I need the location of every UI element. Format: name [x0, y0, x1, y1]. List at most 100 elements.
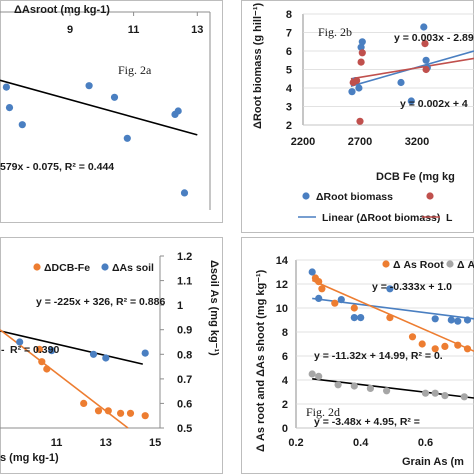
- panel-d-y-label: Δ As root and ΔAs shoot (mg kg⁻¹): [255, 269, 267, 452]
- p2-trendline-1: [350, 57, 474, 80]
- p3-s0-point-2: [89, 350, 98, 358]
- p4-s0-point-10: [454, 341, 462, 349]
- p1-s0-point-7: [174, 107, 182, 115]
- panel-b-equation-2: y = 0.002x + 4: [400, 98, 468, 110]
- p3-s1-point-4: [94, 407, 103, 415]
- panel-b-y-tick-0: 2: [286, 120, 292, 132]
- panel-a-x-tick-0: 9: [67, 24, 73, 36]
- p3-s1-point-7: [126, 409, 135, 417]
- panel-d-fig-label: Fig. 2d: [306, 405, 340, 419]
- panel-d-y-tick-3: 6: [282, 351, 288, 363]
- p4-s1-point-9: [463, 316, 472, 324]
- p4-s1-point-8: [454, 317, 462, 325]
- panel-d-x-tick-1: 0.4: [353, 437, 369, 449]
- panel-d-y-tick-7: 14: [276, 255, 289, 267]
- p4-s0-point-7: [418, 340, 426, 348]
- panel-a-equation: 579x - 0.075, R² = 0.444: [0, 161, 114, 173]
- panel-b-y-tick-1: 3: [286, 102, 292, 114]
- panel-c-y-tick-0: 0.5: [177, 423, 192, 435]
- p2-s1-point-3: [357, 58, 365, 66]
- panel-c-x-tick-2: 15: [149, 437, 161, 449]
- panel-c-y-tick-3: 0.8: [177, 349, 192, 361]
- p3-s1-point-8: [141, 412, 149, 420]
- p2-s1-point-6: [422, 65, 430, 74]
- p2-s0-point-6: [407, 97, 415, 105]
- panel-d-equation-3: y = -3.48x + 4.95, R² =: [314, 416, 420, 428]
- panel-d-equation-2: y = -11.32x + 14.99, R² = 0.: [314, 350, 443, 362]
- panel-c-legend-marker-1: [101, 263, 109, 271]
- panel-a-x-tick-2: 13: [191, 24, 203, 36]
- p3-s0-point-1: [48, 347, 56, 355]
- panel-c-y-tick-1: 0.6: [177, 398, 192, 410]
- p1-s0-point-1: [5, 104, 14, 112]
- p4-s0-point-1: [315, 278, 323, 286]
- p4-s2-point-3: [350, 382, 358, 390]
- p2-s0-point-5: [397, 78, 405, 87]
- panel-c-x-tick-0: 11: [51, 437, 63, 449]
- panel-b-x-label: DCB Fe (mg kg: [376, 171, 455, 183]
- p4-s0-point-2: [318, 285, 326, 293]
- p3-s1-point-3: [80, 399, 88, 407]
- p4-s1-point-0: [308, 268, 316, 276]
- panel-d-legend: Δ As Root Δ As: [382, 259, 474, 271]
- p4-s2-point-8: [441, 392, 449, 400]
- panel-b-x-tick-2: 3200: [405, 136, 429, 148]
- p3-s1-point-6: [117, 409, 125, 417]
- panel-d-y-tick-2: 4: [282, 375, 289, 387]
- panel-b-legend-marker-1: [426, 192, 434, 200]
- p4-s0-point-5: [386, 314, 394, 322]
- panel-d-y-tick-1: 2: [282, 399, 288, 411]
- panel-a-x-label: ΔAsroot (mg kg-1): [14, 4, 110, 16]
- p4-s1-point-3: [350, 314, 358, 322]
- panel-b-y-tick-2: 4: [286, 83, 293, 95]
- panel-a-x-tick-1: 11: [128, 24, 140, 36]
- panel-b-legend-label-2: Linear (ΔRoot biomass): [322, 212, 440, 224]
- p1-s0-point-2: [18, 121, 26, 129]
- p3-s0-point-4: [141, 349, 149, 357]
- panel-b-y-label: ΔRoot biomass (g hill⁻¹): [252, 3, 264, 129]
- panel-c-y-tick-7: 1.2: [177, 251, 192, 263]
- p4-s0-point-8: [431, 345, 439, 353]
- panel-d-x-tick-2: 0.6: [418, 437, 433, 449]
- panel-c-legend-label-1: ΔAs soil: [112, 262, 154, 274]
- p1-s0-point-8: [180, 189, 189, 197]
- p3-s0-point-3: [102, 354, 110, 362]
- panel-d-legend-label-1: Δ As: [457, 259, 474, 271]
- p4-s1-point-7: [447, 316, 455, 324]
- p2-s0-point-0: [348, 88, 356, 96]
- p3-s1-point-1: [38, 358, 46, 366]
- p4-s1-point-5: [386, 285, 394, 293]
- panel-a-frame: [0, 0, 223, 223]
- p3-s1-point-0: [35, 345, 44, 353]
- panel-b-legend-label-0: ΔRoot biomass: [316, 191, 393, 203]
- panel-b-y-tick-6: 8: [286, 9, 292, 21]
- panel-c-y-label: Δsoil As (mg kg⁻¹): [208, 260, 220, 356]
- panel-c-x-label: s (mg kg-1): [0, 452, 59, 464]
- p2-s1-point-2: [356, 117, 364, 125]
- panel-d-x-tick-0: 0.2: [288, 437, 303, 449]
- p2-s1-point-5: [421, 40, 429, 48]
- panel-c-legend-marker-0: [33, 263, 41, 271]
- p4-s2-point-7: [431, 389, 439, 397]
- p3-s1-point-2: [43, 365, 51, 373]
- panel-d-legend-label-0: Δ As Root: [393, 259, 444, 271]
- panel-c-equation-2: R² = 0.390: [10, 344, 59, 356]
- p4-s2-point-2: [334, 381, 342, 389]
- p2-s1-point-1: [353, 77, 361, 85]
- p4-s0-point-6: [408, 333, 417, 341]
- panel-c-legend: ΔDCB-Fe ΔAs soil: [33, 262, 154, 274]
- panel-b-fig-label: Fig. 2b: [318, 25, 352, 39]
- panel-c: Δsoil As (mg kg⁻¹) 11 13 15 0.5 0.6 0.7 0.8 0.9…: [0, 251, 220, 464]
- p3-s1-point-5: [104, 407, 112, 415]
- panel-b-y-tick-4: 6: [286, 46, 292, 58]
- p4-s1-point-6: [431, 315, 439, 323]
- panel-c-legend-label-0: ΔDCB-Fe: [44, 262, 90, 274]
- panel-b-legend: ΔRoot biomass Linear (ΔRoot biomass) L: [298, 191, 453, 224]
- panel-b-legend-marker-0: [302, 192, 310, 200]
- panel-b-legend-label-3: L: [446, 212, 453, 224]
- panel-b-y-tick-3: 5: [286, 65, 292, 77]
- p4-s2-point-0: [308, 370, 316, 378]
- panel-d-y-tick-5: 10: [276, 303, 288, 315]
- panel-b-y-tick-5: 7: [286, 28, 292, 40]
